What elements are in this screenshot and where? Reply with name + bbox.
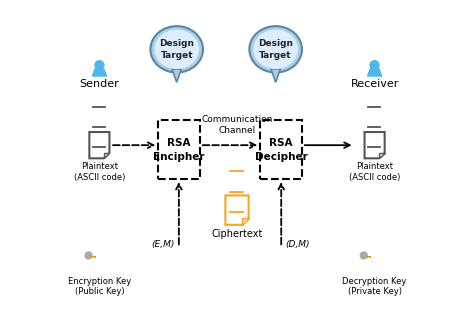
- Ellipse shape: [253, 30, 298, 69]
- Text: RSA
Decipher: RSA Decipher: [255, 138, 308, 162]
- Polygon shape: [104, 153, 109, 158]
- Circle shape: [95, 61, 104, 70]
- Text: Plaintext
(ASCII code): Plaintext (ASCII code): [74, 162, 125, 182]
- Text: Encryption Key
(Public Key): Encryption Key (Public Key): [68, 277, 131, 296]
- FancyBboxPatch shape: [158, 120, 200, 179]
- Polygon shape: [365, 132, 385, 158]
- FancyBboxPatch shape: [370, 257, 371, 258]
- Polygon shape: [367, 69, 382, 76]
- Polygon shape: [89, 132, 109, 158]
- Text: RSA
Encipher: RSA Encipher: [153, 138, 205, 162]
- Text: Ciphertext: Ciphertext: [211, 229, 263, 239]
- Polygon shape: [242, 218, 248, 225]
- Text: Plaintext
(ASCII code): Plaintext (ASCII code): [349, 162, 400, 182]
- FancyBboxPatch shape: [260, 120, 302, 179]
- Polygon shape: [271, 69, 281, 82]
- Text: Receiver: Receiver: [350, 79, 399, 89]
- FancyBboxPatch shape: [90, 256, 96, 257]
- Text: Design
Target: Design Target: [258, 39, 293, 60]
- Text: (E,M): (E,M): [151, 240, 174, 249]
- Text: Sender: Sender: [80, 79, 119, 89]
- Text: Communication
Channel: Communication Channel: [201, 115, 273, 135]
- FancyBboxPatch shape: [365, 256, 371, 257]
- Ellipse shape: [249, 26, 302, 72]
- Polygon shape: [379, 153, 385, 158]
- FancyBboxPatch shape: [92, 257, 93, 258]
- Polygon shape: [92, 69, 107, 76]
- Circle shape: [88, 254, 90, 256]
- FancyBboxPatch shape: [369, 257, 370, 258]
- Circle shape: [370, 61, 379, 70]
- Circle shape: [363, 254, 365, 256]
- Text: Design
Target: Design Target: [159, 39, 194, 60]
- Polygon shape: [172, 69, 182, 82]
- FancyBboxPatch shape: [94, 257, 95, 258]
- Text: Decryption Key
(Private Key): Decryption Key (Private Key): [342, 277, 407, 296]
- FancyBboxPatch shape: [367, 257, 368, 258]
- Polygon shape: [226, 195, 248, 225]
- Ellipse shape: [155, 30, 199, 69]
- Ellipse shape: [150, 26, 203, 72]
- FancyBboxPatch shape: [95, 257, 96, 258]
- Text: (D,M): (D,M): [285, 240, 310, 249]
